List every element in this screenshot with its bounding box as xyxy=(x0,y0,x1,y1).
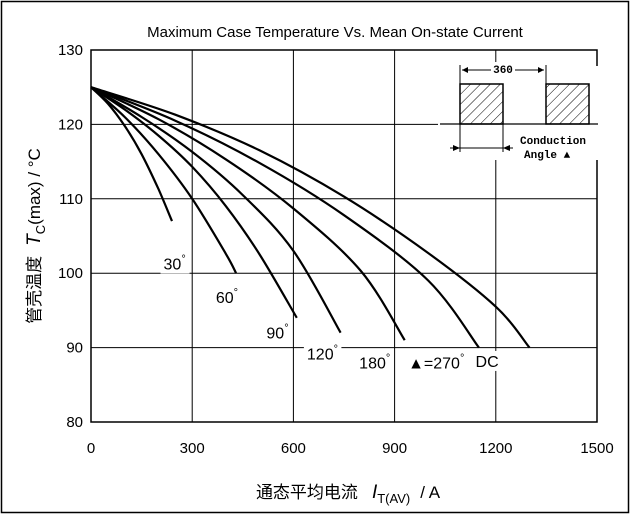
y-tick-label: 90 xyxy=(66,340,83,357)
series-line-5 xyxy=(90,86,480,349)
x-tick-label: 300 xyxy=(180,440,205,457)
curve-label-bg xyxy=(303,343,342,364)
y-tick-label: 80 xyxy=(66,414,83,431)
tick-labels: 0 300 600 900 1200 1500 80 90 100 110 120 130 xyxy=(58,42,614,457)
inset-angle-label: Angle ▲ xyxy=(524,150,571,162)
curve-label-1: 60° xyxy=(216,287,238,307)
y-tick-label: 100 xyxy=(58,265,83,282)
series-line-6 xyxy=(90,86,531,349)
curve-label-6: DC xyxy=(476,354,499,371)
chart-title: Maximum Case Temperature Vs. Mean On-sta… xyxy=(147,24,524,41)
x-tick-label: 900 xyxy=(382,440,407,457)
curve-label-bg xyxy=(472,350,502,371)
inset-pulse-2 xyxy=(545,83,590,125)
plot-area xyxy=(90,49,598,423)
conduction-angle-inset: 360 Conduction Angle ▲ xyxy=(438,62,618,162)
x-axis-label: 通态平均电流 IT(AV) / A xyxy=(256,482,441,506)
curve-label-0: 30° xyxy=(164,253,186,273)
series-line-0 xyxy=(90,86,174,222)
curve-label-2: 90° xyxy=(266,323,288,343)
y-axis-label: 管壳温度TC(max) / °C xyxy=(24,148,48,324)
x-tick-label: 1500 xyxy=(580,440,613,457)
curve-label-bg xyxy=(356,352,394,373)
x-tick-label: 1200 xyxy=(479,440,512,457)
curve-labels: 30° 60° 90° 120° 180° ▲=270° DC xyxy=(160,253,502,373)
series-line-4 xyxy=(90,86,406,341)
y-tick-label: 130 xyxy=(58,42,83,59)
curve-label-5: ▲=270° xyxy=(408,352,464,372)
curve-label-bg xyxy=(212,286,242,307)
series-line-3 xyxy=(90,86,342,334)
curve-label-bg xyxy=(405,352,460,373)
curve-label-3: 120° xyxy=(307,344,338,364)
curve-label-bg xyxy=(263,322,293,343)
x-tick-label: 0 xyxy=(87,440,95,457)
series-line-1 xyxy=(90,86,238,274)
curve-label-bg xyxy=(160,253,190,274)
inset-period-label: 360 xyxy=(493,65,513,77)
x-tick-label: 600 xyxy=(281,440,306,457)
y-tick-label: 120 xyxy=(58,116,83,133)
inset-conduction-label: Conduction xyxy=(520,136,586,148)
grid-lines xyxy=(91,50,597,422)
inset-pulse-1 xyxy=(459,83,504,125)
y-tick-label: 110 xyxy=(59,191,83,208)
curve-label-4: 180° xyxy=(359,352,390,372)
series-line-2 xyxy=(90,86,298,319)
series-lines xyxy=(90,86,531,349)
